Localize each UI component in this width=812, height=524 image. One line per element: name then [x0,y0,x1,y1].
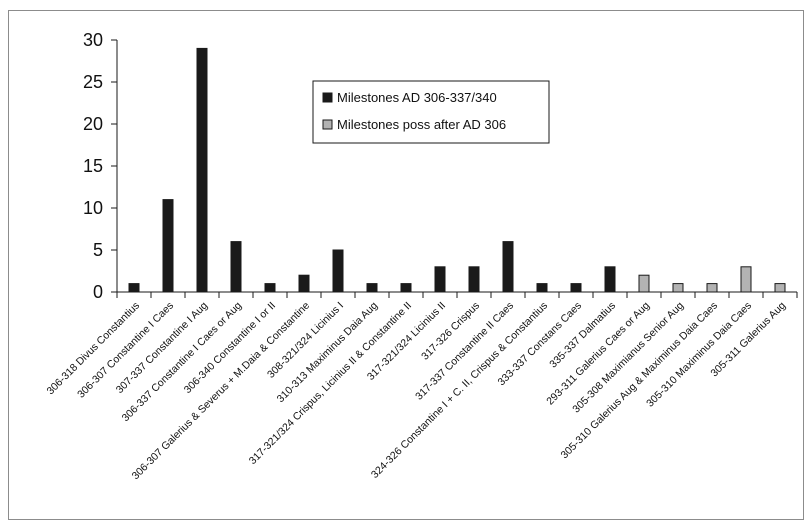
bar-series-2 [672,283,684,293]
y-tick-label: 25 [83,72,103,92]
bar-series-1 [162,199,174,293]
x-axis [116,291,798,298]
bars [128,47,786,293]
legend-box [312,80,550,144]
y-tick-label: 15 [83,156,103,176]
legend-label-series-2: Milestones poss after AD 306 [337,117,506,132]
y-axis: 0 5 10 15 20 25 30 [83,30,118,302]
legend-swatch-series-2 [322,119,333,130]
x-tick-label: 317-326 Crispus [419,300,482,363]
chart-frame: 0 5 10 15 20 25 30 306-318 Divus Constantius 30… [8,10,804,520]
y-tick-label: 20 [83,114,103,134]
bar-series-1 [468,266,480,293]
bar-series-2 [706,283,718,293]
bar-chart: 0 5 10 15 20 25 30 306-318 Divus Constantius30… [44,30,798,483]
y-tick-label: 5 [93,240,103,260]
bar-series-1 [502,241,514,293]
bar-series-2 [638,274,650,293]
bar-series-1 [570,283,582,293]
bar-series-1 [298,274,310,293]
legend-label-series-1: Milestones AD 306-337/340 [337,90,497,105]
bar-series-1 [604,266,616,293]
bar-series-2 [774,283,786,293]
x-tick-label: 317-321/324 Crispus, Licinius II & Const… [247,300,414,467]
bar-series-1 [434,266,446,293]
bar-series-1 [128,283,140,293]
bar-series-1 [264,283,276,293]
bar-series-2 [740,266,752,293]
bar-series-1 [230,241,242,293]
y-tick-label: 30 [83,30,103,50]
y-tick-label: 10 [83,198,103,218]
y-tick-label: 0 [93,282,103,302]
bar-series-1 [332,249,344,293]
bar-series-1 [536,283,548,293]
bar-series-1 [400,283,412,293]
legend: Milestones AD 306-337/340 Milestones pos… [312,80,550,144]
x-tick-label: 305-310 Galerius Aug & Maximinus Daia Ca… [559,300,721,462]
legend-swatch-series-1 [322,92,333,103]
bar-series-1 [196,47,208,293]
bar-series-1 [366,283,378,293]
